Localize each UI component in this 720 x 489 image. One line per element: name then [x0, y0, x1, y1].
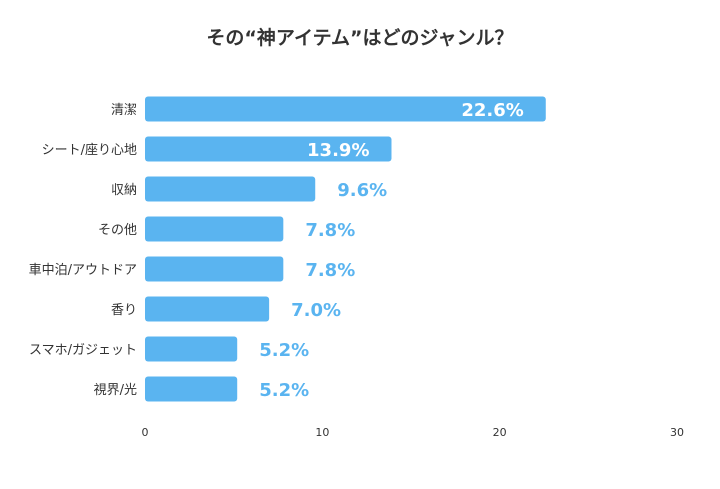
- bar: [145, 256, 284, 282]
- data-label: 22.6%: [461, 100, 523, 121]
- bar: [145, 136, 392, 162]
- bar: [145, 96, 546, 122]
- data-label: 7.8%: [305, 220, 355, 241]
- bar: [145, 376, 238, 402]
- data-label: 9.6%: [337, 180, 387, 201]
- bar: [145, 296, 270, 322]
- category-label: その他: [98, 223, 137, 238]
- category-label: 香り: [111, 303, 137, 318]
- chart-title: その“神アイテム”はどのジャンル？: [206, 26, 513, 49]
- data-label: 13.9%: [307, 140, 369, 161]
- bar: [145, 216, 284, 242]
- category-label: シート/座り心地: [42, 143, 137, 158]
- x-tick-label: 30: [670, 426, 684, 439]
- x-tick-label: 10: [315, 426, 329, 439]
- category-label: 清潔: [111, 103, 137, 118]
- bar: [145, 336, 238, 362]
- bar: [145, 176, 316, 202]
- x-tick-label: 0: [142, 426, 149, 439]
- x-tick-label: 20: [493, 426, 507, 439]
- category-label: 視界/光: [94, 383, 137, 398]
- category-label: スマホ/ガジェット: [29, 343, 137, 358]
- data-label: 7.8%: [305, 260, 355, 281]
- category-label: 車中泊/アウトドア: [29, 263, 137, 278]
- data-label: 7.0%: [291, 300, 341, 321]
- data-label: 5.2%: [259, 380, 309, 401]
- category-label: 収納: [111, 183, 137, 198]
- data-label: 5.2%: [259, 340, 309, 361]
